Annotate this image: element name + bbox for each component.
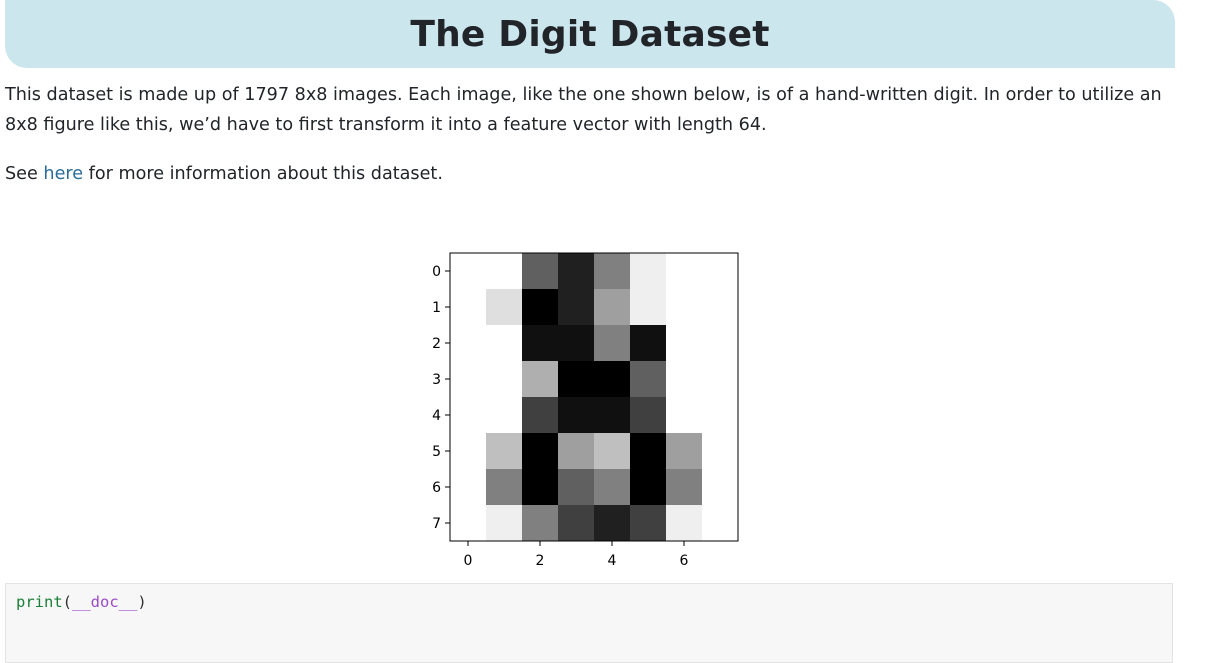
here-link[interactable]: here	[43, 164, 84, 184]
x-tick-label-4: 4	[608, 553, 617, 569]
pixel-cell-r0-c0	[450, 253, 487, 290]
y-tick-label-1: 1	[432, 300, 441, 316]
pixel-cell-r5-c2	[522, 433, 559, 470]
pixel-cell-r1-c7	[702, 289, 739, 326]
y-tick-label-2: 2	[432, 336, 441, 352]
pixel-cell-r3-c0	[450, 361, 487, 398]
pixel-cell-r7-c0	[450, 505, 487, 542]
pixel-cell-r0-c4	[594, 253, 631, 290]
pixel-cell-r2-c6	[666, 325, 703, 362]
code-cell[interactable]: print(__doc__)	[5, 583, 1173, 663]
pixel-cell-r3-c2	[522, 361, 559, 398]
y-tick-label-7: 7	[432, 516, 441, 532]
pixel-cell-r0-c6	[666, 253, 703, 290]
pixel-cell-r3-c1	[486, 361, 523, 398]
pixel-cell-r6-c2	[522, 469, 559, 506]
code-close-paren: )	[137, 593, 147, 611]
dataset-description: This dataset is made up of 1797 8x8 imag…	[5, 85, 1162, 135]
pixel-cell-r5-c6	[666, 433, 703, 470]
pixel-cell-r2-c5	[630, 325, 667, 362]
pixel-cell-r7-c7	[702, 505, 739, 542]
pixel-cell-r1-c1	[486, 289, 523, 326]
pixel-cell-r7-c5	[630, 505, 667, 542]
x-tick-label-2: 2	[536, 553, 545, 569]
title-banner: The Digit Dataset	[5, 0, 1175, 68]
pixel-cell-r2-c7	[702, 325, 739, 362]
pixel-cell-r0-c5	[630, 253, 667, 290]
pixel-cell-r2-c2	[522, 325, 559, 362]
pixel-cell-r2-c1	[486, 325, 523, 362]
pixel-cell-r4-c3	[558, 397, 595, 434]
pixel-cell-r4-c7	[702, 397, 739, 434]
pixel-cell-r4-c0	[450, 397, 487, 434]
pixel-cell-r4-c4	[594, 397, 631, 434]
pixel-cell-r1-c3	[558, 289, 595, 326]
digit-heatmap: 0 1 2 3 4 5 6 7 0 2 4 6	[432, 252, 739, 569]
code-argument: __doc__	[72, 593, 138, 611]
pixel-cell-r5-c1	[486, 433, 523, 470]
pixel-cell-r6-c6	[666, 469, 703, 506]
pixel-cell-r3-c7	[702, 361, 739, 398]
pixel-cell-r6-c4	[594, 469, 631, 506]
pixel-cell-r3-c5	[630, 361, 667, 398]
pixel-cell-r3-c6	[666, 361, 703, 398]
y-tick-label-3: 3	[432, 372, 441, 388]
pixel-cell-r2-c4	[594, 325, 631, 362]
code-open-paren: (	[62, 593, 73, 611]
pixel-cell-r6-c0	[450, 469, 487, 506]
pixel-cell-r1-c5	[630, 289, 667, 326]
pixel-cell-r7-c3	[558, 505, 595, 542]
pixel-cell-r5-c0	[450, 433, 487, 470]
pixel-cell-r7-c2	[522, 505, 559, 542]
pixel-cell-r4-c5	[630, 397, 667, 434]
pixel-cell-r2-c0	[450, 325, 487, 362]
pixel-cell-r7-c1	[486, 505, 523, 542]
pixel-cell-r1-c0	[450, 289, 487, 326]
see-more-text: See here for more information about this…	[5, 159, 1175, 189]
pixel-cell-r1-c6	[666, 289, 703, 326]
y-tick-label-6: 6	[432, 480, 441, 496]
pixel-cell-r4-c1	[486, 397, 523, 434]
x-tick-label-6: 6	[680, 553, 689, 569]
x-tick-label-0: 0	[464, 553, 473, 569]
pixel-cell-r4-c6	[666, 397, 703, 434]
y-tick-label-4: 4	[432, 408, 441, 424]
pixel-cell-r0-c1	[486, 253, 523, 290]
pixel-cell-r0-c3	[558, 253, 595, 290]
see-suffix: for more information about this dataset.	[83, 164, 443, 184]
y-tick-label-0: 0	[432, 264, 441, 280]
pixel-cell-r0-c2	[522, 253, 559, 290]
plot-frame	[449, 252, 739, 542]
see-prefix: See	[5, 164, 44, 184]
pixel-cell-r5-c3	[558, 433, 595, 470]
pixel-cell-r7-c4	[594, 505, 631, 542]
pixel-cell-r0-c7	[702, 253, 739, 290]
pixel-cell-r1-c4	[594, 289, 631, 326]
pixel-cell-r1-c2	[522, 289, 559, 326]
pixel-cell-r7-c6	[666, 505, 703, 542]
pixel-cell-r2-c3	[558, 325, 595, 362]
code-function: print	[16, 593, 63, 611]
page-title: The Digit Dataset	[410, 13, 770, 55]
pixel-cell-r5-c4	[594, 433, 631, 470]
pixel-cell-r5-c5	[630, 433, 667, 470]
pixel-cell-r6-c7	[702, 469, 739, 506]
pixel-cell-r6-c3	[558, 469, 595, 506]
pixel-cell-r5-c7	[702, 433, 739, 470]
pixel-cell-r6-c5	[630, 469, 667, 506]
pixel-cell-r3-c3	[558, 361, 595, 398]
pixel-cell-r4-c2	[522, 397, 559, 434]
digit-figure: 0 1 2 3 4 5 6 7 0 2 4 6	[405, 244, 750, 579]
pixel-cell-r3-c4	[594, 361, 631, 398]
pixel-cell-r6-c1	[486, 469, 523, 506]
y-tick-label-5: 5	[432, 444, 441, 460]
